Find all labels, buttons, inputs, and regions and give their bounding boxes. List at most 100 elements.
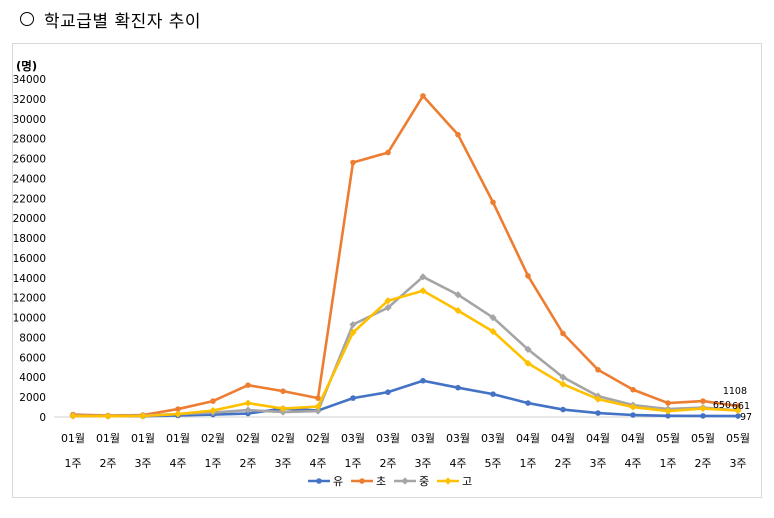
y-tick-label: 0 xyxy=(39,412,46,424)
y-tick-label: 2000 xyxy=(19,392,46,404)
x-tick-label-month: 04월 xyxy=(551,432,575,445)
data-point xyxy=(525,273,531,279)
x-tick-label-week: 1주 xyxy=(64,457,81,470)
x-tick-label-week: 3주 xyxy=(134,457,151,470)
x-tick-label-week: 3주 xyxy=(589,457,606,470)
data-label: 650 xyxy=(713,400,731,411)
x-tick-label-month: 05월 xyxy=(691,432,715,445)
data-point xyxy=(350,160,356,166)
x-tick-label-month: 01월 xyxy=(96,432,120,445)
y-tick-label: 26000 xyxy=(13,154,46,166)
x-tick-label-week: 2주 xyxy=(554,457,571,470)
y-tick-label: 32000 xyxy=(13,94,46,106)
x-tick-label-week: 4주 xyxy=(449,457,466,470)
x-tick-label-month: 01월 xyxy=(131,432,155,445)
x-tick-label-month: 01월 xyxy=(61,432,85,445)
x-tick-label-month: 03월 xyxy=(376,432,400,445)
series-line-중 xyxy=(73,277,738,416)
x-tick-label-week: 4주 xyxy=(169,457,186,470)
x-tick-label-week: 2주 xyxy=(694,457,711,470)
y-tick-label: 14000 xyxy=(13,273,46,285)
y-tick-label: 18000 xyxy=(13,233,46,245)
series-line-고 xyxy=(73,291,738,416)
x-tick-label-month: 03월 xyxy=(411,432,435,445)
x-tick-label-week: 5주 xyxy=(484,457,501,470)
x-tick-label-month: 01월 xyxy=(166,432,190,445)
y-tick-label: 34000 xyxy=(13,74,46,86)
x-tick-label-week: 3주 xyxy=(274,457,291,470)
data-point xyxy=(210,398,216,404)
data-point xyxy=(385,389,391,395)
x-tick-label-month: 03월 xyxy=(446,432,470,445)
x-tick-label-week: 1주 xyxy=(344,457,361,470)
x-tick-label-week: 3주 xyxy=(414,457,431,470)
y-tick-label: 20000 xyxy=(13,213,46,225)
x-tick-label-week: 2주 xyxy=(99,457,116,470)
x-tick-label-month: 02월 xyxy=(271,432,295,445)
data-point xyxy=(245,382,251,388)
data-point xyxy=(560,407,566,413)
x-tick-label-week: 3주 xyxy=(729,457,746,470)
data-point xyxy=(595,410,601,416)
data-label: 1108 xyxy=(723,386,747,397)
data-point xyxy=(455,385,461,391)
legend-marker xyxy=(316,478,322,484)
x-tick-label-month: 02월 xyxy=(306,432,330,445)
x-tick-label-month: 03월 xyxy=(341,432,365,445)
legend-label: 중 xyxy=(419,475,429,488)
data-point xyxy=(455,132,461,138)
y-tick-label: 10000 xyxy=(13,313,46,325)
legend-label: 유 xyxy=(333,475,343,488)
x-tick-label-month: 04월 xyxy=(586,432,610,445)
y-tick-label: 12000 xyxy=(13,293,46,305)
x-tick-label-week: 4주 xyxy=(624,457,641,470)
data-point xyxy=(525,400,531,406)
y-tick-label: 16000 xyxy=(13,253,46,265)
data-point xyxy=(665,400,671,406)
data-point xyxy=(630,412,636,418)
x-tick-label-month: 05월 xyxy=(726,432,750,445)
data-point xyxy=(560,331,566,337)
legend-marker xyxy=(359,478,365,484)
y-tick-label: 22000 xyxy=(13,193,46,205)
y-axis-label: (명) xyxy=(16,59,37,73)
data-label: 661 xyxy=(732,401,750,412)
x-tick-label-month: 02월 xyxy=(201,432,225,445)
data-point xyxy=(420,378,426,384)
x-tick-label-week: 4주 xyxy=(309,457,326,470)
y-tick-label: 6000 xyxy=(19,352,46,364)
x-tick-label-week: 1주 xyxy=(204,457,221,470)
data-point xyxy=(699,405,706,412)
data-point xyxy=(490,199,496,205)
y-tick-label: 28000 xyxy=(13,134,46,146)
data-point xyxy=(350,395,356,401)
y-tick-label: 24000 xyxy=(13,173,46,185)
data-point xyxy=(595,367,601,373)
data-point xyxy=(630,387,636,393)
y-tick-label: 4000 xyxy=(19,372,46,384)
data-point xyxy=(244,399,251,406)
x-tick-label-week: 2주 xyxy=(379,457,396,470)
x-tick-label-month: 03월 xyxy=(481,432,505,445)
x-tick-label-month: 04월 xyxy=(516,432,540,445)
data-point xyxy=(420,93,426,99)
data-point xyxy=(700,413,706,419)
x-tick-label-month: 05월 xyxy=(656,432,680,445)
x-tick-label-week: 1주 xyxy=(519,457,536,470)
legend-marker xyxy=(401,477,408,484)
data-point xyxy=(280,388,286,394)
legend-label: 초 xyxy=(376,475,386,488)
x-tick-label-month: 02월 xyxy=(236,432,260,445)
data-point xyxy=(385,150,391,156)
data-point xyxy=(490,391,496,397)
data-point xyxy=(700,398,706,404)
data-label: 97 xyxy=(740,412,752,423)
y-tick-label: 8000 xyxy=(19,332,46,344)
legend-marker xyxy=(444,477,451,484)
y-tick-label: 30000 xyxy=(13,114,46,126)
x-tick-label-week: 2주 xyxy=(239,457,256,470)
legend-label: 고 xyxy=(462,475,472,488)
x-tick-label-month: 04월 xyxy=(621,432,645,445)
data-point xyxy=(104,413,111,420)
